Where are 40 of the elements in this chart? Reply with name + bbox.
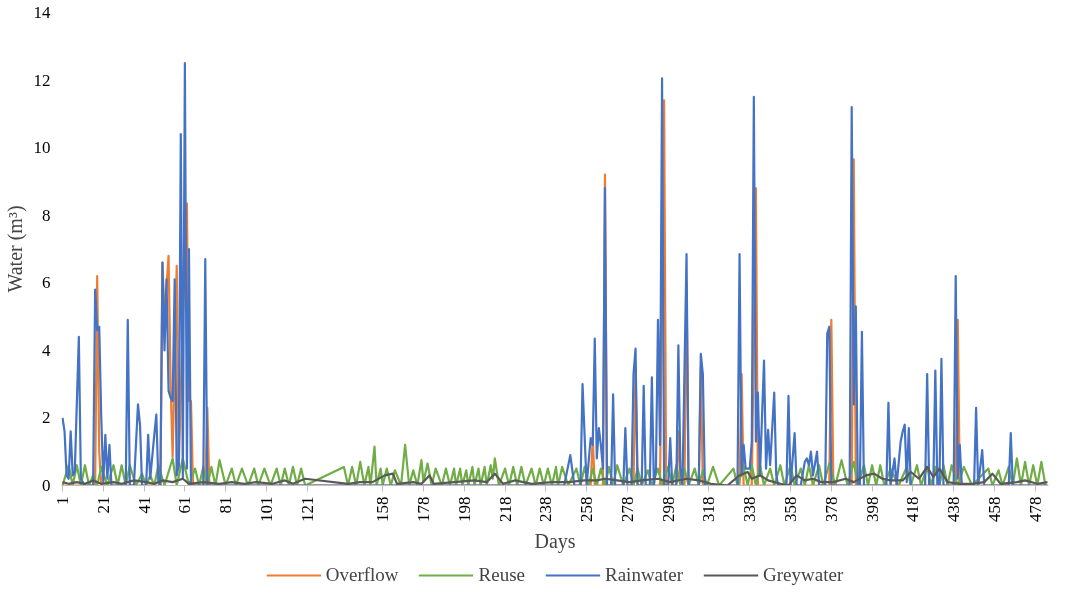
- line-series: [61, 443, 1047, 486]
- legend-label: Overflow: [325, 564, 399, 586]
- x-tick-label: 378: [821, 496, 841, 522]
- x-tick-label: 218: [495, 496, 515, 522]
- x-tick-label: 41: [134, 496, 154, 514]
- x-tick-label: 198: [454, 496, 474, 522]
- y-tick-label: 4: [42, 340, 51, 360]
- x-tick-label: 458: [984, 496, 1004, 522]
- x-tick-label: 158: [373, 496, 393, 522]
- x-tick-label: 61: [175, 496, 195, 514]
- x-tick-label: 438: [944, 496, 964, 522]
- legend-label: Rainwater: [604, 564, 684, 586]
- x-tick-label: 121: [297, 496, 317, 522]
- x-tick-label: 338: [740, 496, 760, 522]
- legend-label: Reuse: [478, 564, 525, 586]
- legend-label: Greywater: [763, 564, 844, 586]
- line-series: [61, 465, 1049, 486]
- x-tick-label: 101: [256, 496, 276, 522]
- x-tick-label: 418: [903, 496, 923, 522]
- y-tick-label: 10: [33, 138, 51, 158]
- x-tick-label: 81: [216, 496, 236, 514]
- x-tick-label: 358: [781, 496, 801, 522]
- x-axis-title: Days: [534, 530, 576, 553]
- x-tick-label: 178: [413, 496, 433, 522]
- y-tick-label: 12: [33, 70, 51, 90]
- y-tick-label: 14: [33, 3, 51, 22]
- x-tick-label: 278: [617, 496, 637, 522]
- y-tick-label: 0: [42, 476, 51, 495]
- x-tick-label: 21: [93, 496, 113, 514]
- y-tick-label: 2: [42, 408, 51, 428]
- x-tick-label: 398: [862, 496, 882, 522]
- x-tick-label: 1: [53, 496, 73, 505]
- y-axis-title: Water (m³): [3, 205, 27, 293]
- x-tick-label: 478: [1025, 496, 1045, 522]
- x-tick-label: 238: [536, 496, 556, 522]
- y-tick-label: 8: [42, 205, 51, 225]
- x-tick-label: 258: [577, 496, 597, 522]
- x-tick-label: 318: [699, 496, 719, 522]
- x-tick-label: 298: [658, 496, 678, 522]
- y-tick-label: 6: [42, 273, 51, 293]
